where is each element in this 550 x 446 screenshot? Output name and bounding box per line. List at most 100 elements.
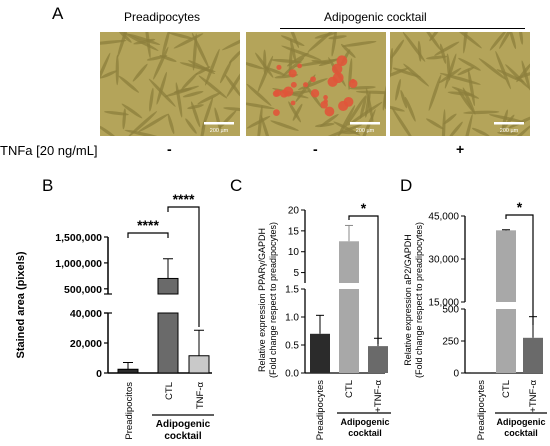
group-label-line1: Adipogenic: [156, 419, 211, 430]
cell-shape: [345, 95, 366, 128]
y-tick-label: 0: [453, 369, 459, 380]
cell-shape: [441, 109, 446, 136]
cell-shape: [281, 57, 305, 77]
cell-shape: [198, 75, 228, 99]
cell-shape: [463, 32, 470, 54]
significance-bracket: [167, 206, 200, 327]
x-tick-label: TNF-α: [195, 381, 206, 409]
cell-shape: [181, 72, 198, 90]
scale-bar: [350, 122, 380, 125]
header-adipogenic: Adipogenic cocktail: [324, 10, 427, 24]
x-tick-label: Preadipocytes: [476, 380, 487, 440]
cell-shape: [434, 41, 460, 56]
cell-shape: [288, 47, 293, 76]
chart-stained-area: Stained area (pixels) 0 20,000 40,000 500,00…: [15, 191, 214, 442]
cell-shape: [518, 32, 524, 45]
cell-shape: [314, 122, 335, 128]
scale-bar-label: 200 µm: [356, 128, 375, 134]
cell-shape: [458, 57, 481, 71]
y-tick-label: 1.5: [285, 285, 299, 296]
cell-shape: [471, 127, 490, 136]
x-tick-label: Preadipocytes: [315, 380, 326, 440]
bar: [368, 346, 388, 373]
bar: [157, 277, 179, 295]
cell-shape: [294, 59, 338, 67]
cell-shape: [127, 33, 161, 45]
group-label-line1: Adipogenic: [497, 417, 546, 427]
cell-shape: [197, 92, 222, 105]
cell-shape: [122, 108, 126, 130]
cell-shape: [118, 75, 139, 93]
cell-shape: [204, 48, 220, 86]
significance-label: ****: [173, 191, 195, 207]
bar: [310, 333, 330, 373]
cell-shape: [467, 68, 475, 107]
cell-shape: [443, 113, 457, 125]
panel-c-label: C: [230, 176, 243, 195]
y-tick-label: 45,000: [428, 212, 459, 223]
cell-shape: [426, 55, 448, 60]
cell-shape: [255, 52, 274, 78]
cell-shape: [496, 69, 525, 83]
cell-shape: [187, 104, 204, 110]
cell-shape: [457, 66, 475, 76]
cell-shape: [461, 113, 473, 136]
cell-shape: [497, 131, 518, 135]
cell-shape: [499, 32, 517, 49]
cell-shape: [307, 32, 335, 53]
lipid-droplet: [323, 99, 328, 104]
y-tick-label: 40,000: [70, 308, 102, 320]
cell-shape: [495, 51, 511, 90]
cell-shape: [185, 118, 197, 134]
group-label-line2: cocktail: [348, 428, 382, 438]
treatment-mark-1: -: [167, 141, 172, 157]
cell-shape: [286, 52, 310, 67]
cell-shape: [319, 113, 339, 127]
y-axis-label: Relative expression aP2/GAPDH: [403, 234, 413, 366]
lipid-droplet: [331, 63, 343, 75]
cell-shape: [462, 87, 476, 115]
cell-shape: [489, 32, 508, 51]
cell-shape: [339, 130, 360, 135]
cell-shape: [100, 52, 111, 92]
header-preadipocytes: Preadipocytes: [124, 10, 201, 24]
y-tick-label: 20,000: [70, 338, 102, 350]
lipid-droplet: [283, 86, 294, 97]
cell-shape: [100, 125, 117, 136]
cell-shape: [281, 45, 322, 61]
cell-shape: [505, 64, 530, 89]
lipid-droplet: [290, 81, 297, 88]
scale-bar: [494, 122, 524, 125]
cell-shape: [153, 46, 169, 80]
cell-shape: [104, 110, 129, 116]
cell-shape: [508, 114, 530, 129]
cell-shape: [164, 85, 200, 97]
cell-shape: [390, 67, 410, 80]
scale-bar: [204, 122, 234, 125]
cell-shape: [118, 32, 132, 43]
cell-shape: [257, 105, 263, 136]
cell-shape: [148, 78, 176, 107]
cell-shape: [124, 129, 162, 136]
cell-shape: [219, 60, 232, 84]
cell-shape: [156, 71, 167, 105]
cell-shape: [226, 67, 240, 98]
cell-shape: [426, 118, 444, 130]
lipid-droplet: [276, 64, 282, 70]
cell-shape: [100, 39, 127, 46]
cell-shape: [358, 109, 376, 136]
significance-label: *: [361, 200, 367, 216]
cell-shape: [328, 35, 347, 40]
x-tick-label: CTL: [344, 380, 355, 398]
cell-shape: [228, 49, 240, 64]
chart-ap2: Relative expression aP2/GAPDH (Fold chang…: [403, 199, 547, 440]
group-label-line2: cocktail: [504, 428, 538, 438]
bar: [523, 337, 543, 373]
cell-shape: [270, 120, 299, 131]
treatment-mark-3: +: [456, 141, 465, 157]
cell-shape: [137, 113, 169, 133]
micrograph-ctl: 200 µm: [246, 32, 386, 136]
cell-shape: [347, 101, 383, 126]
header-bracket-line: [280, 28, 525, 29]
y-tick-label: 15,000: [428, 298, 459, 309]
